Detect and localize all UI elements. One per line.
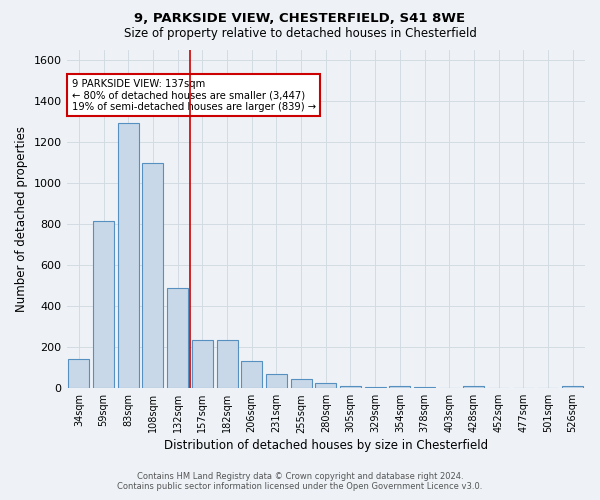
Bar xyxy=(192,340,213,388)
Bar xyxy=(389,386,410,388)
Text: Size of property relative to detached houses in Chesterfield: Size of property relative to detached ho… xyxy=(124,28,476,40)
Bar xyxy=(118,123,139,388)
Bar xyxy=(142,162,163,388)
Bar xyxy=(167,288,188,388)
Y-axis label: Number of detached properties: Number of detached properties xyxy=(15,126,28,312)
X-axis label: Distribution of detached houses by size in Chesterfield: Distribution of detached houses by size … xyxy=(164,440,488,452)
Bar xyxy=(340,386,361,388)
Bar xyxy=(217,340,238,388)
Text: 9, PARKSIDE VIEW, CHESTERFIELD, S41 8WE: 9, PARKSIDE VIEW, CHESTERFIELD, S41 8WE xyxy=(134,12,466,26)
Bar xyxy=(315,383,336,388)
Text: 9 PARKSIDE VIEW: 137sqm
← 80% of detached houses are smaller (3,447)
19% of semi: 9 PARKSIDE VIEW: 137sqm ← 80% of detache… xyxy=(72,78,316,112)
Bar xyxy=(290,380,311,388)
Bar xyxy=(241,361,262,388)
Bar xyxy=(68,360,89,388)
Bar xyxy=(463,386,484,388)
Bar xyxy=(562,386,583,388)
Text: Contains HM Land Registry data © Crown copyright and database right 2024.
Contai: Contains HM Land Registry data © Crown c… xyxy=(118,472,482,491)
Bar xyxy=(414,387,435,388)
Bar xyxy=(93,221,114,388)
Bar xyxy=(365,386,386,388)
Bar xyxy=(266,374,287,388)
